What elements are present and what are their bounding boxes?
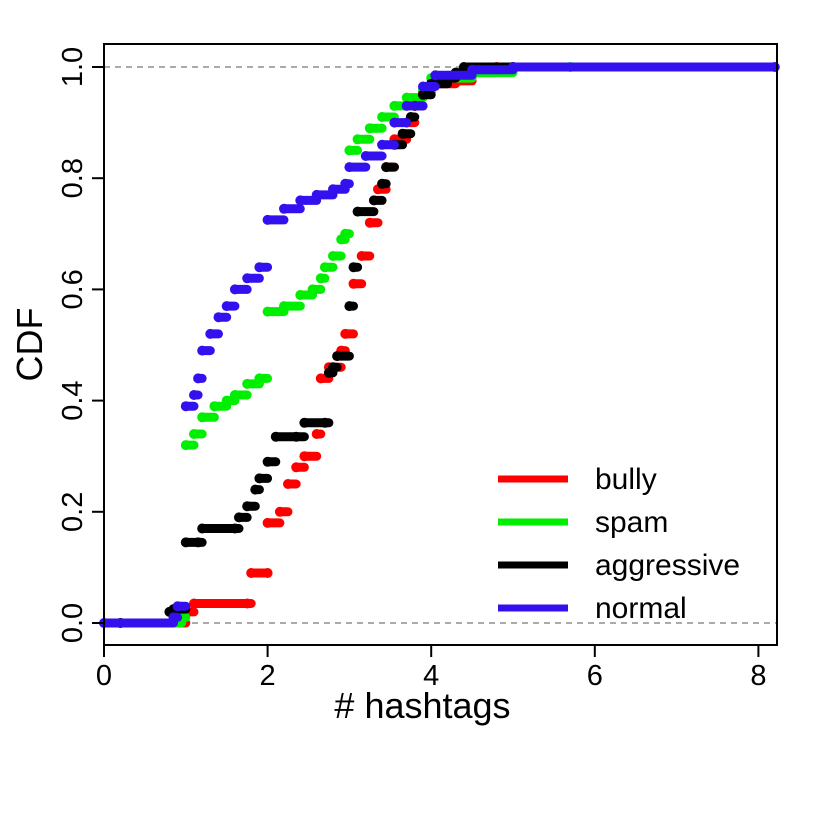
point-normal-28 bbox=[769, 62, 780, 72]
legend: bully spam aggressive normal bbox=[498, 463, 740, 625]
point-bully-5 bbox=[262, 568, 273, 578]
legend-label-spam: spam bbox=[595, 506, 668, 539]
y-tick-label-3: 0.6 bbox=[57, 269, 89, 309]
legend-label-normal: normal bbox=[595, 592, 687, 625]
y-tick-label-2: 0.4 bbox=[57, 380, 89, 420]
y-axis-label: CDF bbox=[9, 308, 50, 382]
x-axis-label: # hashtags bbox=[334, 685, 510, 726]
plot-frame bbox=[103, 43, 778, 646]
series-bully bbox=[115, 62, 502, 628]
x-tick-label-4: 8 bbox=[750, 660, 766, 692]
x-tick-label-3: 6 bbox=[587, 660, 603, 692]
legend-label-aggressive: aggressive bbox=[595, 549, 740, 582]
y-tick-label-5: 1.0 bbox=[57, 47, 89, 87]
x-tick-label-1: 2 bbox=[260, 660, 276, 692]
series-layer bbox=[99, 62, 780, 628]
reference-lines bbox=[104, 66, 777, 624]
series-aggressive bbox=[115, 62, 518, 628]
y-tick-label-1: 0.2 bbox=[57, 492, 89, 532]
y-tick-label-4: 0.8 bbox=[57, 158, 89, 198]
legend-label-bully: bully bbox=[595, 463, 657, 496]
x-tick-label-0: 0 bbox=[96, 660, 112, 692]
y-tick-label-0: 0.0 bbox=[57, 603, 89, 643]
x-tick-label-2: 4 bbox=[423, 660, 439, 692]
axes: 0 2 4 6 8 0.0 0.2 0.4 0.6 0.8 1.0 bbox=[57, 47, 766, 692]
